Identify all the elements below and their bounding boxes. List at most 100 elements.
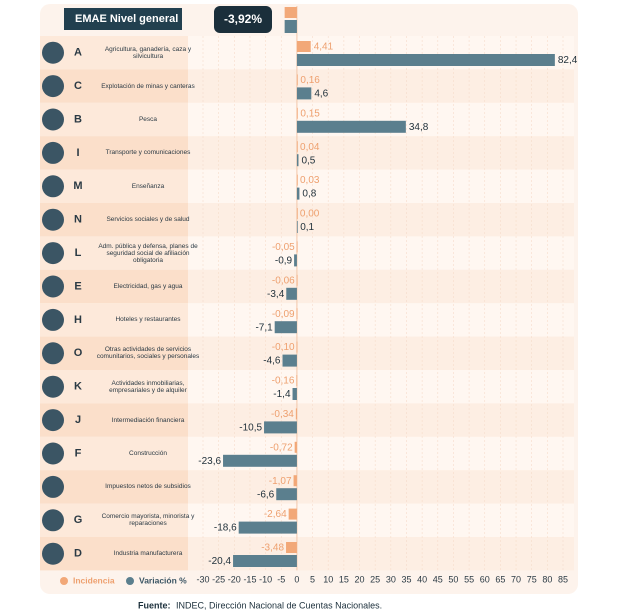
header-title: EMAE Nivel general — [75, 13, 178, 25]
row-label-bg — [40, 203, 188, 237]
category-code: N — [74, 214, 82, 226]
bar — [292, 388, 297, 400]
category-code: B — [74, 113, 82, 125]
category-code: I — [76, 147, 79, 159]
row-icon — [42, 475, 64, 498]
value-label: -1,07 — [269, 476, 292, 487]
header-box — [64, 8, 182, 30]
x-tick-label: 55 — [464, 574, 474, 584]
row-icon — [42, 542, 64, 565]
source-label: Fuente: — [138, 600, 171, 610]
category-label: Agricultura, ganadería, caza y silvicult… — [104, 45, 192, 60]
row-plot-bg — [188, 470, 574, 504]
row-label-bg — [40, 69, 188, 103]
row-label-bg — [40, 136, 188, 170]
category-label: Hoteles y restaurantes — [115, 316, 181, 324]
row-icon — [42, 342, 64, 365]
bar — [238, 521, 297, 534]
bar — [296, 187, 300, 200]
row-label-bg — [40, 503, 188, 537]
value-label: -4,6 — [263, 356, 281, 367]
category-code: O — [74, 347, 83, 359]
x-tick-label: 15 — [339, 574, 349, 584]
bar — [294, 441, 297, 453]
x-tick-label: 65 — [495, 574, 505, 584]
bar — [286, 542, 297, 553]
value-label: -23,6 — [198, 456, 221, 467]
x-tick-label: 20 — [355, 574, 365, 584]
row-icon — [42, 442, 64, 465]
legend-label: Incidencia — [73, 575, 115, 585]
category-label: Construcción — [129, 449, 167, 457]
row-label-bg — [40, 370, 188, 404]
row-plot-bg — [188, 136, 574, 170]
value-label: 4,41 — [314, 42, 334, 53]
row-icon — [42, 409, 64, 432]
value-label: -0,10 — [272, 342, 295, 353]
value-label: -7,1 — [255, 322, 273, 333]
x-tick-label: 5 — [310, 574, 315, 584]
bar — [296, 107, 298, 119]
category-label: Industria manufacturera — [113, 550, 183, 558]
row-label-bg — [40, 470, 188, 504]
category-label: Impuestos netos de subsidios — [105, 483, 191, 491]
x-tick-label: 10 — [323, 574, 333, 584]
category-label: Electricidad, gas y agua — [113, 282, 183, 290]
row-label-bg — [40, 36, 188, 70]
bar — [296, 241, 298, 253]
value-label: -2,64 — [264, 509, 287, 520]
x-tick-label: 80 — [542, 574, 552, 584]
row-label-bg — [40, 403, 188, 437]
value-label: 0,15 — [300, 108, 320, 119]
category-label: Servicios sociales y de salud — [106, 216, 190, 224]
category-code: C — [74, 80, 82, 92]
bar — [296, 87, 312, 100]
bar — [286, 287, 297, 300]
value-label: -6,6 — [257, 489, 275, 500]
value-label: 82,4 — [558, 55, 578, 66]
bar — [288, 508, 297, 520]
row-icon — [42, 141, 64, 164]
category-code: K — [74, 381, 82, 393]
category-code: L — [75, 247, 82, 259]
bar — [282, 354, 297, 367]
row-plot-bg — [188, 69, 574, 103]
row-plot-bg — [188, 403, 574, 437]
legend-label: Variación % — [139, 575, 187, 585]
row-plot-bg — [188, 236, 574, 270]
x-tick-label: -20 — [228, 574, 241, 584]
bar — [274, 321, 297, 334]
value-label: 0,00 — [300, 209, 320, 220]
row-icon — [42, 275, 64, 298]
header-bar — [284, 20, 297, 33]
row-plot-bg — [188, 336, 574, 370]
category-label: Pesca — [138, 115, 158, 123]
category-code: D — [74, 548, 82, 560]
row-icon — [42, 208, 64, 231]
bar — [296, 308, 298, 320]
x-tick-label: -5 — [277, 574, 285, 584]
x-tick-label: 0 — [294, 574, 299, 584]
category-label: Otras actividades de servicios comunitar… — [96, 346, 200, 361]
row-icon — [42, 41, 64, 64]
bar — [296, 375, 298, 386]
header-value: -3,92% — [224, 12, 262, 26]
category-code: F — [75, 447, 82, 459]
row-icon — [42, 375, 64, 398]
row-icon — [42, 509, 64, 532]
row-icon — [42, 242, 64, 265]
row-plot-bg — [188, 203, 574, 237]
row-plot-bg — [188, 269, 574, 304]
category-code: H — [74, 314, 82, 326]
row-icon — [42, 75, 64, 98]
value-label: -18,6 — [214, 523, 237, 534]
row-label-bg — [40, 336, 188, 370]
value-label: -3,4 — [267, 289, 285, 300]
value-label: -0,16 — [272, 376, 295, 387]
value-label: -0,05 — [272, 242, 295, 253]
legend-swatch — [60, 577, 68, 585]
bar — [295, 408, 297, 420]
category-label: Actividades inmobiliarias, empresariales… — [109, 379, 187, 394]
